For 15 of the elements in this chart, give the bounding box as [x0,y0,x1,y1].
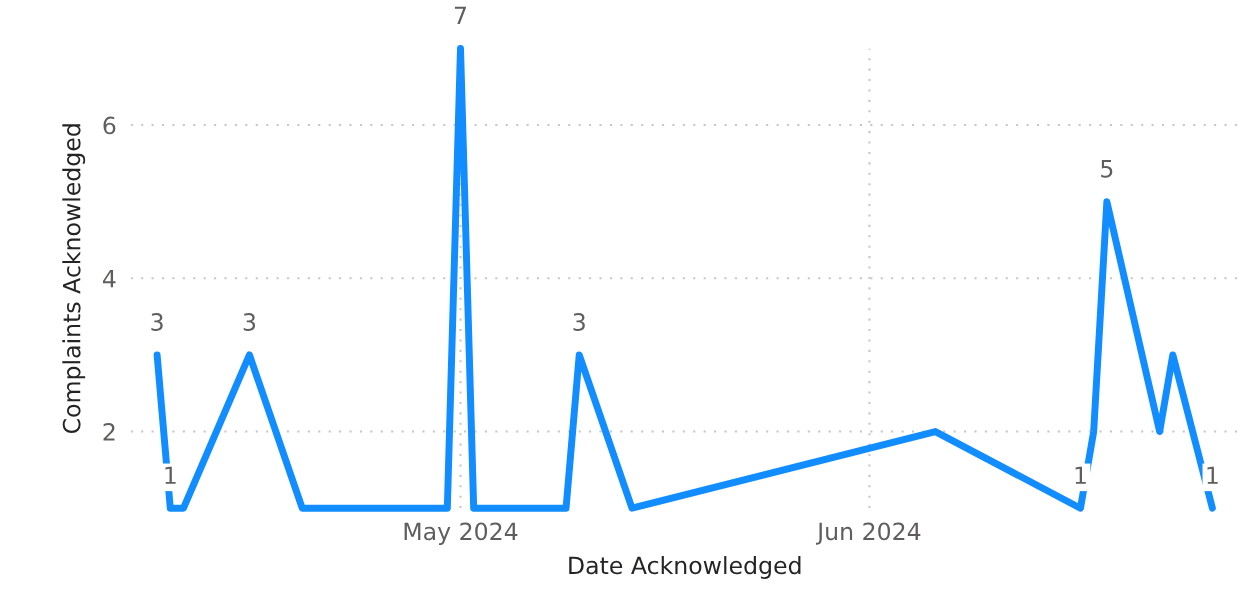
x-tick-label: May 2024 [404,522,518,545]
y-axis-title: Complaints Acknowledged [62,124,86,434]
x-axis-title: Date Acknowledged [569,556,801,579]
y-tick-label: 6 [103,116,116,135]
y-tick-label: 2 [103,423,115,441]
data-label: 3 [151,313,163,331]
data-label: 1 [1207,466,1218,484]
data-label: 1 [165,466,176,484]
x-tick-label: Jun 2024 [815,522,921,545]
data-label: 3 [243,313,256,331]
data-label: 5 [1101,160,1113,178]
data-label: 3 [573,313,585,331]
data-label: 7 [454,6,466,25]
y-tick-label: 4 [102,270,116,288]
data-label: 1 [1075,466,1086,484]
